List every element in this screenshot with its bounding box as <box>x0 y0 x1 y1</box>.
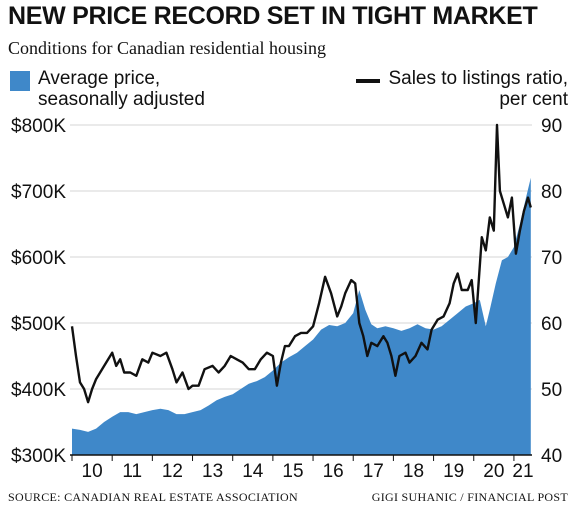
y-left-tick-label: $400K <box>11 380 66 401</box>
x-tick-label: 20 <box>483 461 504 482</box>
chart-title: NEW PRICE RECORD SET IN TIGHT MARKET <box>8 2 538 30</box>
line-series <box>70 123 532 404</box>
y-right-tick-label: 70 <box>541 248 562 269</box>
x-tick-label: 18 <box>403 461 424 482</box>
y-right-tick-label: 60 <box>541 314 562 335</box>
y-right-tick-label: 40 <box>541 446 562 467</box>
legend-sales-ratio-label: Sales to listings ratio, per cent <box>388 68 568 110</box>
legend-left-line1: Average price, <box>38 68 161 89</box>
x-tick-label: 19 <box>443 461 464 482</box>
legend-right-line1: Sales to listings ratio, <box>388 68 568 89</box>
y-left-tick-label: $300K <box>11 446 66 467</box>
line-sales-to-listings <box>70 123 532 404</box>
x-tick-label: 12 <box>162 461 183 482</box>
axes: $800K $700K $600K $500K $400K $300K 90 80 70 60 50… <box>11 116 562 482</box>
area-average-price <box>72 177 531 456</box>
legend-area-swatch <box>10 71 30 91</box>
x-tick-label: 10 <box>82 461 103 482</box>
y-left-tick-label: $700K <box>11 182 66 203</box>
x-tick-label: 13 <box>202 461 223 482</box>
area-series <box>72 177 531 456</box>
legend-sales-ratio: Sales to listings ratio, per cent <box>356 68 568 110</box>
y-right-tick-label: 90 <box>541 116 562 137</box>
x-tick-label: 17 <box>363 461 384 482</box>
x-tick-label: 16 <box>323 461 344 482</box>
legend-average-price: Average price, seasonally adjusted <box>10 68 205 110</box>
y-left-tick-label: $600K <box>11 248 66 269</box>
legend-left-line2: seasonally adjusted <box>38 89 205 110</box>
y-left-tick-label: $500K <box>11 314 66 335</box>
source-note: SOURCE: CANADIAN REAL ESTATE ASSOCIATION <box>8 490 298 504</box>
legend-line-swatch <box>356 79 381 83</box>
chart-subtitle: Conditions for Canadian residential hous… <box>8 38 326 58</box>
credit-note: GIGI SUHANIC / FINANCIAL POST <box>371 490 568 504</box>
y-left-tick-label: $800K <box>11 116 66 137</box>
x-tick-label: 21 <box>512 461 533 482</box>
y-right-tick-label: 80 <box>541 182 562 203</box>
y-right-tick-label: 50 <box>541 380 562 401</box>
x-tick-label: 14 <box>242 461 264 482</box>
x-tick-label: 15 <box>282 461 303 482</box>
legend-right-line2: per cent <box>499 89 568 110</box>
x-tick-label: 11 <box>122 461 142 482</box>
legend-average-price-label: Average price, seasonally adjusted <box>38 68 205 110</box>
